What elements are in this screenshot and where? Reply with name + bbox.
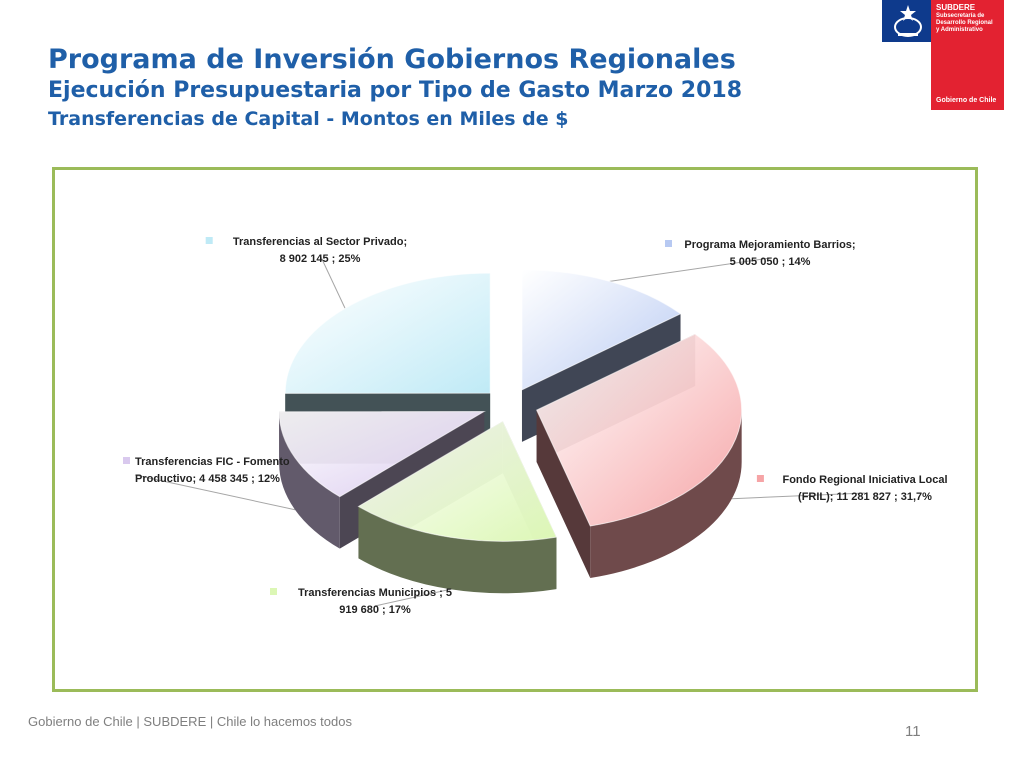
page-subtitle: Ejecución Presupuestaria por Tipo de Gas… xyxy=(48,78,742,103)
slice-label: Transferencias FIC - Fomento xyxy=(135,456,290,468)
slice-label: 919 680 ; 17% xyxy=(339,604,411,616)
leader-line xyxy=(374,588,451,607)
slice-label: Programa Mejoramiento Barrios; xyxy=(684,239,855,251)
slice-label: Transferencias al Sector Privado; xyxy=(233,236,407,248)
pie-slices xyxy=(278,269,743,594)
page-subtitle-2: Transferencias de Capital - Montos en Mi… xyxy=(48,108,569,130)
logo-line-1: Subsecretaría de xyxy=(936,13,985,19)
page-title: Programa de Inversión Gobiernos Regional… xyxy=(48,44,736,75)
slice-label: Productivo; 4 458 345 ; 12% xyxy=(135,473,280,485)
slice-label: 5 005 050 ; 14% xyxy=(730,256,811,268)
slice-label: Transferencias Municipios ; 5 xyxy=(298,587,452,599)
slice-rim xyxy=(590,410,742,578)
slice-rim xyxy=(279,411,340,549)
page-number: 11 xyxy=(905,723,921,740)
footer-text: Gobierno de Chile | SUBDERE | Chile lo h… xyxy=(28,714,352,729)
pie-chart: Programa Mejoramiento Barrios; 5 005 050 … xyxy=(123,236,948,616)
pie-labels: Programa Mejoramiento Barrios; 5 005 050 … xyxy=(123,236,948,616)
leader-line xyxy=(609,257,771,282)
legend-key xyxy=(123,457,130,464)
legend-key xyxy=(665,240,672,247)
legend-key xyxy=(270,588,277,595)
title-block: Programa de Inversión Gobiernos Regional… xyxy=(48,44,742,132)
slice-label: 8 902 145 ; 25% xyxy=(280,253,361,265)
leader-line xyxy=(319,254,346,309)
slice-top xyxy=(536,333,743,527)
logo-org: SUBDERE xyxy=(936,3,976,12)
logo-line-2: Desarrollo Regional xyxy=(936,20,993,26)
slice-top xyxy=(521,269,682,391)
logo-gov: Gobierno de Chile xyxy=(936,97,997,104)
slice-top xyxy=(357,420,558,542)
subdere-logo: SUBDERE Subsecretaría de Desarrollo Regi… xyxy=(882,0,1004,110)
slice-wall xyxy=(536,410,591,578)
legend-key xyxy=(756,475,764,482)
slice-top xyxy=(284,272,491,394)
logo-text: SUBDERE Subsecretaría de Desarrollo Regi… xyxy=(936,3,1002,34)
chart-frame: Programa Mejoramiento Barrios; 5 005 050 … xyxy=(52,167,978,692)
legend-key xyxy=(205,237,213,244)
leader-line xyxy=(134,474,296,511)
slice-top xyxy=(278,410,486,498)
logo-line-3: y Administrativo xyxy=(936,27,983,33)
coat-of-arms-icon xyxy=(894,5,922,37)
logo-white-block xyxy=(882,42,931,110)
leader-line xyxy=(731,492,866,500)
slice-label: Fondo Regional Iniciativa Local xyxy=(782,474,947,486)
slice-label: (FRIL); 11 281 827 ; 31,7% xyxy=(798,491,932,503)
leader-lines xyxy=(134,254,866,607)
